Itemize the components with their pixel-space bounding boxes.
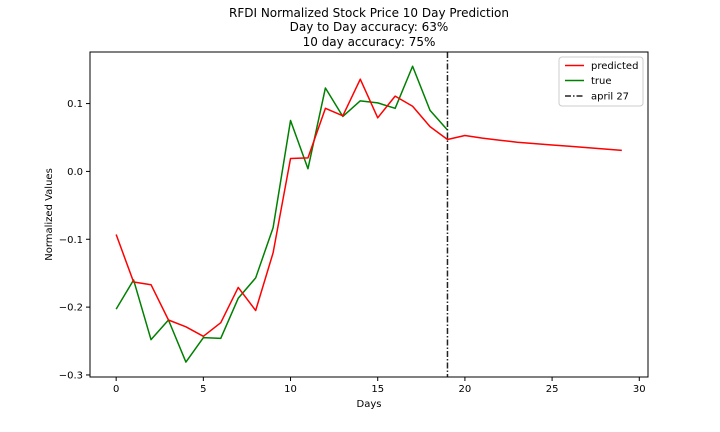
x-tick-label: 10 (284, 384, 297, 395)
y-tick-label: −0.3 (59, 370, 83, 381)
plot-frame (89, 51, 649, 378)
x-tick-label: 30 (633, 384, 646, 395)
y-tick-label: −0.1 (59, 235, 83, 246)
x-tick-label: 20 (459, 384, 472, 395)
chart-subtitle-2: 10 day accuracy: 75% (303, 35, 436, 49)
legend-box (558, 56, 644, 107)
legend: predicted true april 27 (558, 56, 644, 107)
series-line-true (115, 65, 449, 363)
y-tick-label: 0.1 (67, 99, 83, 110)
series-layer (115, 52, 622, 377)
x-tick-label: 15 (371, 384, 384, 395)
x-axis-label: Days (357, 399, 382, 410)
x-tick-label: 5 (200, 384, 206, 395)
legend-label-april-27: april 27 (591, 92, 629, 103)
x-tick-label: 0 (113, 384, 119, 395)
x-axis-ticks: 0 5 10 15 20 25 30 (113, 377, 646, 395)
y-tick-label: −0.2 (59, 303, 83, 314)
legend-label-predicted: predicted (591, 61, 638, 72)
series-line-predicted (115, 78, 622, 338)
legend-label-true: true (591, 76, 612, 87)
chart-title: RFDI Normalized Stock Price 10 Day Predi… (229, 6, 509, 20)
x-tick-label: 25 (546, 384, 559, 395)
plot-area (90, 52, 648, 377)
y-axis-ticks: −0.3 −0.2 −0.1 0.0 0.1 (59, 99, 90, 381)
y-axis-label: Normalized Values (44, 168, 55, 261)
chart-subtitle-1: Day to Day accuracy: 63% (290, 20, 449, 34)
y-tick-label: 0.0 (67, 167, 83, 178)
